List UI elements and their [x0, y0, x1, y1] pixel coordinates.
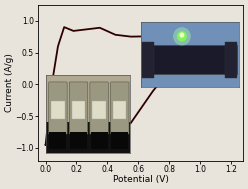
Y-axis label: Current (A/g): Current (A/g) — [5, 53, 14, 112]
X-axis label: Potential (V): Potential (V) — [113, 175, 168, 184]
